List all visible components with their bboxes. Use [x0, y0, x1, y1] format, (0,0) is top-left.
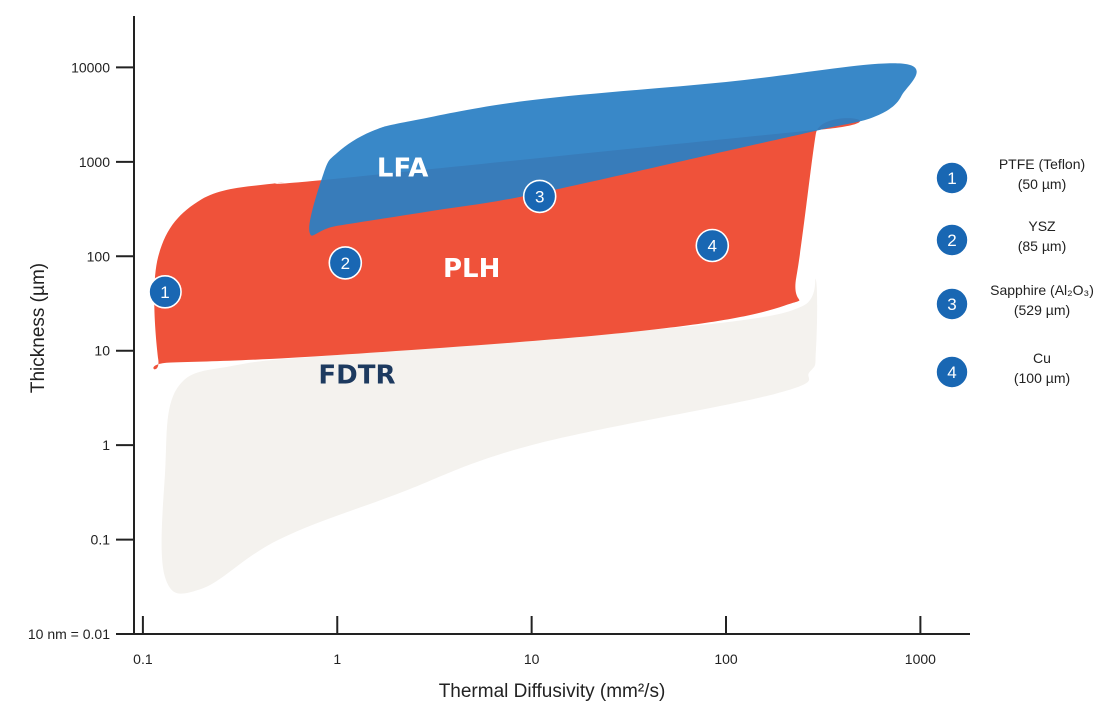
data-point-number: 3 [535, 187, 544, 206]
region-label-fdtr: FDTR [318, 360, 395, 390]
data-point-1: 1 [148, 275, 182, 309]
legend-item-4: 4 Cu (100 µm) [935, 350, 1070, 389]
legend-thickness: (50 µm) [1018, 176, 1067, 192]
data-point-number: 4 [708, 236, 717, 255]
legend-number: 3 [947, 295, 956, 314]
legend-material: YSZ [1028, 218, 1056, 234]
legend-material: Sapphire (Al₂O₃) [990, 282, 1094, 298]
data-point-marker [522, 179, 557, 214]
legend-item-3: 3 Sapphire (Al₂O₃) (529 µm) [935, 282, 1094, 321]
data-point-marker [328, 246, 363, 280]
x-tick-label: 100 [714, 651, 738, 667]
legend-marker [935, 161, 969, 195]
x-tick-label: 0.1 [133, 651, 153, 667]
data-point-4: 4 [695, 228, 730, 263]
legend-item-1: 1 PTFE (Teflon) (50 µm) [935, 156, 1085, 195]
y-tick-label: 0.1 [91, 532, 111, 548]
data-points: 1 2 3 4 [148, 179, 730, 309]
legend-marker [935, 223, 969, 257]
legend-marker [935, 287, 969, 321]
data-point-number: 2 [341, 254, 350, 273]
y-axis-title: Thickness (µm) [28, 263, 49, 393]
y-tick-label: 10 [94, 343, 110, 359]
x-tick-label: 1 [333, 651, 341, 667]
legend-marker [935, 355, 969, 389]
data-point-3: 3 [522, 179, 557, 214]
y-ticks: 10 nm = 0.01 0.1 1 10 100 1000 10000 [28, 59, 134, 642]
legend-number: 1 [947, 169, 956, 188]
data-point-marker [695, 228, 730, 263]
legend: 1 PTFE (Teflon) (50 µm) 2 YSZ (85 µm) 3 Sapphir… [935, 156, 1094, 389]
y-tick-label: 1 [102, 437, 110, 453]
legend-number: 2 [947, 231, 956, 250]
axes [133, 16, 970, 635]
data-point-marker [148, 275, 182, 309]
x-tick-label: 1000 [905, 651, 936, 667]
legend-item-2: 2 YSZ (85 µm) [935, 218, 1067, 257]
data-point-number: 1 [160, 283, 169, 302]
region-label-plh: PLH [443, 254, 500, 284]
legend-material: Cu [1033, 350, 1051, 366]
y-tick-label: 10000 [71, 59, 110, 75]
x-axis-title: Thermal Diffusivity (mm²/s) [439, 681, 666, 702]
region-label-lfa: LFA [377, 153, 428, 183]
x-tick-label: 10 [524, 651, 540, 667]
region-fdtr [161, 278, 818, 594]
data-point-2: 2 [328, 246, 363, 280]
legend-thickness: (85 µm) [1018, 238, 1067, 254]
legend-thickness: (100 µm) [1014, 370, 1070, 386]
measurement-regions [153, 63, 917, 594]
y-tick-label: 1000 [79, 154, 110, 170]
legend-number: 4 [947, 363, 956, 382]
x-ticks: 0.1 1 10 100 1000 [133, 616, 936, 667]
y-tick-label: 100 [87, 248, 111, 264]
y-tick-label: 10 nm = 0.01 [28, 626, 110, 642]
region-lfa [309, 63, 917, 236]
region-labels: FDTR PLH LFA [318, 153, 500, 390]
legend-material: PTFE (Teflon) [999, 156, 1085, 172]
legend-thickness: (529 µm) [1014, 302, 1070, 318]
